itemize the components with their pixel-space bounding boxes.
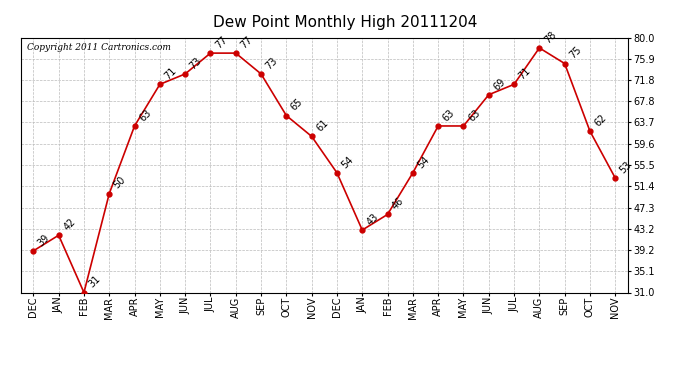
Text: Dew Point Monthly High 20111204: Dew Point Monthly High 20111204: [213, 15, 477, 30]
Text: 54: 54: [339, 154, 355, 170]
Text: 53: 53: [618, 159, 634, 175]
Text: 42: 42: [61, 217, 77, 232]
Text: 73: 73: [264, 56, 279, 71]
Text: 77: 77: [213, 34, 229, 50]
Text: 31: 31: [87, 274, 102, 290]
Text: 50: 50: [112, 175, 128, 191]
Text: 63: 63: [441, 108, 457, 123]
Text: 75: 75: [567, 45, 583, 61]
Text: 46: 46: [391, 196, 406, 211]
Text: 77: 77: [239, 34, 255, 50]
Text: 71: 71: [163, 66, 179, 81]
Text: 65: 65: [289, 97, 305, 113]
Text: 69: 69: [491, 76, 507, 92]
Text: 54: 54: [415, 154, 431, 170]
Text: 63: 63: [137, 108, 153, 123]
Text: 39: 39: [36, 232, 52, 248]
Text: 63: 63: [466, 108, 482, 123]
Text: 73: 73: [188, 56, 204, 71]
Text: Copyright 2011 Cartronics.com: Copyright 2011 Cartronics.com: [27, 43, 170, 52]
Text: 61: 61: [315, 118, 330, 134]
Text: 71: 71: [517, 66, 533, 81]
Text: 43: 43: [365, 211, 381, 227]
Text: 62: 62: [593, 112, 609, 128]
Text: 78: 78: [542, 29, 558, 45]
